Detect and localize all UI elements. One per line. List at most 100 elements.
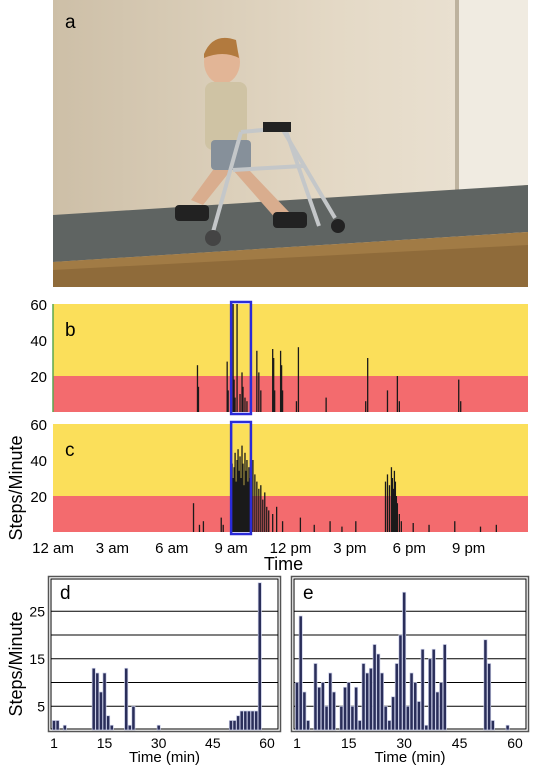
highlight-box <box>229 300 253 416</box>
panel-e: 1 15 30 45 60 Time (min) e <box>290 575 530 766</box>
minute-bar <box>246 710 251 731</box>
band-above-threshold <box>53 424 528 496</box>
minute-bar <box>232 720 237 731</box>
frame-outer <box>290 575 530 733</box>
minute-bar <box>398 634 403 731</box>
minute-bar <box>365 672 370 731</box>
minute-bar <box>320 682 325 731</box>
minute-bar <box>402 591 407 731</box>
minute-bar <box>127 724 132 731</box>
minute-bar <box>257 582 262 731</box>
minute-bar <box>343 686 347 731</box>
band-below-threshold <box>53 496 528 532</box>
minute-bar <box>55 720 60 731</box>
minute-bar <box>156 724 161 731</box>
minute-bar <box>372 644 377 731</box>
x-tick-label: 60 <box>259 735 275 751</box>
minute-bar <box>324 705 329 731</box>
panel-label-d: d <box>60 583 71 604</box>
minute-bar <box>490 720 495 731</box>
x-tick-label: 60 <box>507 735 523 751</box>
frame-inner <box>50 578 279 730</box>
minute-bar <box>387 720 392 731</box>
x-axis-label: Time (min) <box>374 749 445 766</box>
photo-child-walker: a <box>53 0 528 287</box>
x-tick-label: 30 <box>396 735 412 751</box>
minute-bar <box>131 705 136 731</box>
minute-bar <box>439 682 444 731</box>
activity-charts-bc: 20 40 60 b 20 40 60 12 am 3 am 6 am 9 am 12 pm 3 pm… <box>6 297 528 574</box>
minute-bar <box>354 686 359 731</box>
minute-bar <box>505 724 510 731</box>
x-tick-label: 15 <box>341 735 357 751</box>
minute-bar <box>306 720 311 731</box>
minute-bar <box>391 696 396 731</box>
minute-bar <box>328 672 333 731</box>
x-tick-label: 12 pm <box>270 540 312 557</box>
minute-bar <box>243 710 248 731</box>
minute-bar <box>394 663 399 731</box>
minute-bar <box>339 705 344 731</box>
minute-bar <box>109 724 114 731</box>
x-tick-label: 6 am <box>155 540 188 557</box>
y-tick-label: 60 <box>30 417 47 434</box>
minute-bar <box>331 691 336 731</box>
y-tick-label: 5 <box>37 698 45 714</box>
minute-bar <box>416 701 421 731</box>
minute-bar <box>428 658 432 731</box>
y-tick-label: 20 <box>30 369 47 386</box>
minute-bar <box>483 639 488 731</box>
minute-bar <box>368 667 373 731</box>
x-tick-label: 9 pm <box>452 540 485 557</box>
minute-bar <box>228 720 233 731</box>
x-tick-label: 9 am <box>214 540 247 557</box>
panel-label-e: e <box>303 583 314 604</box>
y-axis-label-bc: Steps/Minute <box>6 435 26 540</box>
minute-bar <box>376 653 381 731</box>
x-tick-label: 1 <box>50 735 58 751</box>
minute-bar <box>431 648 436 731</box>
x-tick-label: 1 <box>293 735 301 751</box>
highlight-box <box>229 420 253 536</box>
minute-bar <box>435 691 440 731</box>
minute-bar <box>424 724 429 731</box>
minute-bar <box>361 663 366 731</box>
minute-bar <box>380 672 384 731</box>
x-tick-label: 45 <box>205 735 221 751</box>
minute-bar <box>442 644 447 731</box>
minute-bar <box>405 705 410 731</box>
frame-outer <box>47 575 282 733</box>
y-tick-label: 25 <box>29 603 45 619</box>
minute-bar <box>350 705 355 731</box>
x-tick-label: 30 <box>151 735 167 751</box>
minute-bar <box>383 705 388 731</box>
panel-label-a: a <box>65 12 76 33</box>
panel-c: 20 40 60 12 am 3 am 6 am 9 am 12 pm 3 pm 6 pm 9 pm… <box>30 417 528 574</box>
x-tick-label: 15 <box>97 735 113 751</box>
minute-bar <box>239 710 244 731</box>
minute-bar <box>420 648 425 731</box>
minute-bar <box>487 663 492 731</box>
histogram-charts-de: 1 15 30 45 60 Time (min) 5 15 25 d 1 15 30 45 60 Time … <box>6 575 530 766</box>
minute-bar <box>236 715 241 731</box>
minute-bar <box>357 720 362 731</box>
y-axis-label-de: Steps/Minute <box>6 611 26 716</box>
minute-bar <box>52 720 56 731</box>
y-tick-label: 40 <box>30 453 47 470</box>
y-tick-label: 60 <box>30 297 47 314</box>
band-above-threshold <box>53 304 528 376</box>
minute-bar <box>302 691 307 731</box>
minute-bar <box>295 682 299 731</box>
x-tick-label: 3 am <box>96 540 129 557</box>
y-tick-label: 15 <box>29 651 45 667</box>
panel-label-b: b <box>65 320 76 341</box>
minute-bar <box>409 672 414 731</box>
x-tick-label: 12 am <box>32 540 74 557</box>
x-axis-label: Time <box>264 554 303 574</box>
x-axis-label: Time (min) <box>129 749 200 766</box>
x-tick-label: 3 pm <box>333 540 366 557</box>
minute-bar <box>254 710 259 731</box>
minute-bar <box>106 715 111 731</box>
x-tick-label: 6 pm <box>393 540 426 557</box>
y-tick-label: 40 <box>30 333 47 350</box>
